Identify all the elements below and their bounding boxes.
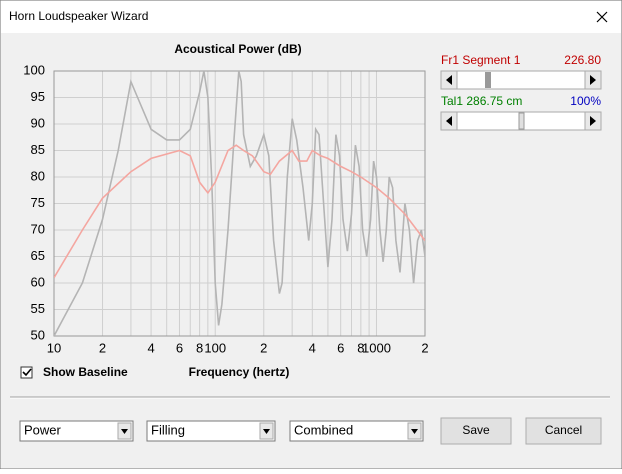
x-tick-label: 6 [176,340,183,355]
x-tick-label: 100 [204,340,226,355]
chart-title: Acoustical Power (dB) [174,42,301,56]
dropdown-text: Power [24,422,62,437]
y-tick-label: 50 [31,327,45,342]
y-tick-label: 100 [23,62,45,77]
tail-value: 100% [570,94,601,108]
line-series [54,144,425,279]
button[interactable]: Cancel [525,417,602,445]
dropdown[interactable]: Power [19,420,134,442]
dropdown-arrow [121,429,128,434]
segment-value: 226.80 [564,53,601,67]
x-tick-label: 2 [421,340,428,355]
tail-label: Tal1 286.75 cm [441,94,522,108]
button-text: Cancel [545,423,582,437]
button-box [525,417,602,445]
y-tick-label: 55 [31,301,45,316]
dropdown-box [19,420,134,442]
dropdown-box [289,420,424,442]
dropdown-text: Filling [151,422,185,437]
controls: Power Filling Combined Save Cancel [19,417,602,445]
y-tick-label: 95 [31,89,45,104]
dropdown[interactable]: Combined [289,420,424,442]
dropdown-arrow [411,429,418,434]
x-tick-label: 2 [260,340,267,355]
dropdown-text: Combined [294,422,353,437]
x-axis-label: Frequency (hertz) [189,365,290,379]
y-tick-label: 90 [31,115,45,130]
x-tick-label: 4 [147,340,154,355]
x-tick-label: 1000 [362,340,391,355]
button-text: Save [462,423,490,437]
tail-slider[interactable] [440,111,602,131]
window-title: Horn Loudspeaker Wizard [9,9,148,23]
checkbox-label: Show Baseline [43,365,128,379]
baseline-checkbox[interactable] [20,366,33,379]
dropdown-box [146,420,276,442]
y-tick-label: 65 [31,248,45,263]
button-box [440,417,512,445]
title-bar [1,1,621,33]
y-tick-label: 70 [31,221,45,236]
line-series [54,71,425,336]
x-tick-label: 10 [47,340,61,355]
x-tick-label: 8 [196,340,203,355]
y-tick-label: 75 [31,195,45,210]
x-tick-label: 6 [337,340,344,355]
y-tick-label: 80 [31,168,45,183]
x-tick-label: 8 [357,340,364,355]
segment-slider[interactable] [440,70,602,90]
x-tick-label: 4 [309,340,316,355]
y-tick-label: 85 [31,142,45,157]
segment-label: Fr1 Segment 1 [441,53,521,67]
x-tick-label: 2 [99,340,106,355]
dropdown[interactable]: Filling [146,420,276,442]
y-tick-label: 60 [31,274,45,289]
close-button[interactable] [596,11,608,23]
button[interactable]: Save [440,417,512,445]
dropdown-arrow [263,429,270,434]
